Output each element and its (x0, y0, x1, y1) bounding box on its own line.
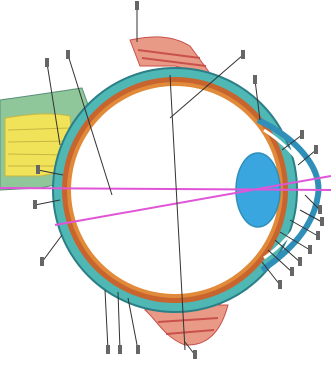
leader-line (261, 261, 281, 286)
label-marker (135, 1, 139, 10)
label-marker (298, 257, 302, 266)
label-marker (241, 50, 245, 59)
label-marker (106, 345, 110, 354)
label-marker (278, 280, 282, 289)
label-marker (118, 345, 122, 354)
label-marker (33, 200, 37, 209)
leader-line (67, 54, 113, 196)
label-marker (316, 231, 320, 240)
leader-line (117, 291, 121, 351)
label-marker (36, 165, 40, 174)
label-marker (318, 205, 322, 214)
leader-line (297, 149, 317, 166)
leader-line (169, 54, 244, 119)
leader-line (289, 219, 319, 237)
label-marker (314, 145, 318, 154)
label-marker (300, 130, 304, 139)
inferior-rectus-muscle (143, 304, 229, 346)
optic-axis-line (0, 187, 331, 191)
leader-line (299, 209, 323, 223)
leader-line (279, 231, 311, 251)
leader-lines (33, 1, 324, 359)
leader-line (127, 297, 139, 351)
cornea (256, 117, 322, 273)
leader-line (304, 194, 321, 211)
leader-line (46, 62, 61, 146)
label-marker (45, 58, 49, 67)
leader-line (267, 249, 293, 273)
label-marker (253, 75, 257, 84)
leader-line (274, 239, 301, 263)
label-marker (136, 345, 140, 354)
equatorial-axis-line (169, 74, 186, 351)
leader-line (281, 134, 303, 151)
visual-axis-line (54, 175, 331, 226)
leader-line (254, 79, 261, 121)
leader-line (41, 234, 63, 263)
leader-line (37, 169, 64, 176)
label-marker (320, 217, 324, 226)
label-marker (290, 267, 294, 276)
leader-line (104, 289, 109, 351)
label-marker (40, 257, 44, 266)
leader-line (34, 199, 61, 206)
label-marker (66, 50, 70, 59)
label-marker (193, 350, 197, 359)
label-marker (308, 245, 312, 254)
